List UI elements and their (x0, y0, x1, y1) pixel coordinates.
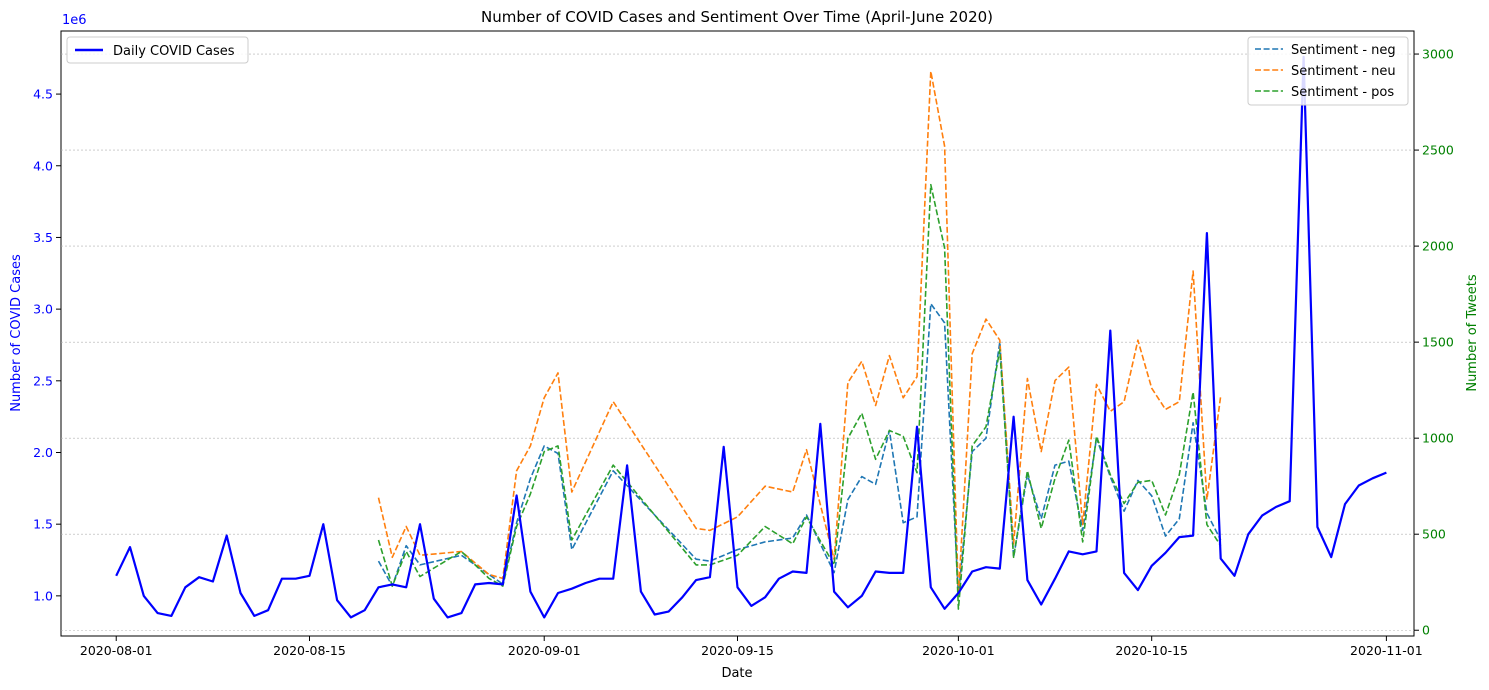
series-layer (115, 55, 1387, 619)
series-line-sentiment-neu (377, 70, 1222, 597)
legend-left-box (66, 36, 249, 64)
y-right-tick-label: 2500 (1422, 143, 1454, 158)
chart-title: Number of COVID Cases and Sentiment Over… (481, 8, 993, 26)
legend-right-box (1247, 36, 1409, 106)
x-tick-label: 2020-10-15 (1115, 643, 1188, 658)
legend-label-cases: Daily COVID Cases (113, 44, 235, 59)
y-left-tick-label: 3.5 (33, 230, 53, 245)
x-tick-label: 2020-08-01 (80, 643, 153, 658)
legend-label-neu: Sentiment - neu (1291, 64, 1396, 79)
y-left-tick-label: 1.5 (33, 517, 53, 532)
y-right-tick-label: 0 (1422, 623, 1430, 638)
x-tick-label: 2020-11-01 (1350, 643, 1423, 658)
y-right-axis-label: Number of Tweets (1465, 274, 1480, 392)
y-left-tick-label: 3.0 (33, 302, 53, 317)
y-left-tick-label: 4.0 (33, 158, 53, 173)
y-left-tick-label: 2.0 (33, 445, 53, 460)
y-left-tick-label: 4.5 (33, 87, 53, 102)
x-tick-label: 2020-09-01 (508, 643, 581, 658)
legend-label-neg: Sentiment - neg (1291, 43, 1396, 58)
x-tick-label: 2020-08-15 (273, 643, 346, 658)
y-right-tick-label: 3000 (1422, 47, 1454, 62)
x-tick-label: 2020-10-01 (922, 643, 995, 658)
y-right-tick-label: 500 (1422, 527, 1446, 542)
y-left-axis: 1.0 1.5 2.0 2.5 3.0 3.5 4.0 4.5 (33, 87, 61, 603)
y-left-axis-label: Number of COVID Cases (9, 254, 24, 412)
legend-label-pos: Sentiment - pos (1291, 85, 1394, 100)
series-line-sentiment-pos (377, 183, 1222, 610)
x-tick-label: 2020-09-15 (701, 643, 774, 658)
y-right-tick-label: 2000 (1422, 239, 1454, 254)
y-left-offset-label: 1e6 (62, 13, 87, 28)
y-right-tick-label: 1000 (1422, 431, 1454, 446)
legend-left: Daily COVID Cases (66, 36, 249, 64)
series-line-daily-cases (115, 55, 1387, 619)
legend-right: Sentiment - neg Sentiment - neu Sentimen… (1247, 36, 1409, 106)
y-right-axis: 0 500 1000 1500 2000 2500 3000 (1414, 47, 1454, 638)
x-axis-label: Date (721, 666, 752, 681)
y-left-tick-label: 2.5 (33, 373, 53, 388)
x-axis: 2020-08-01 2020-08-15 2020-09-01 2020-09-15… (80, 636, 1423, 658)
y-right-tick-label: 1500 (1422, 335, 1454, 350)
series-line-sentiment-neg (377, 302, 1222, 597)
grid-lines (61, 53, 1414, 631)
y-left-tick-label: 1.0 (33, 588, 53, 603)
